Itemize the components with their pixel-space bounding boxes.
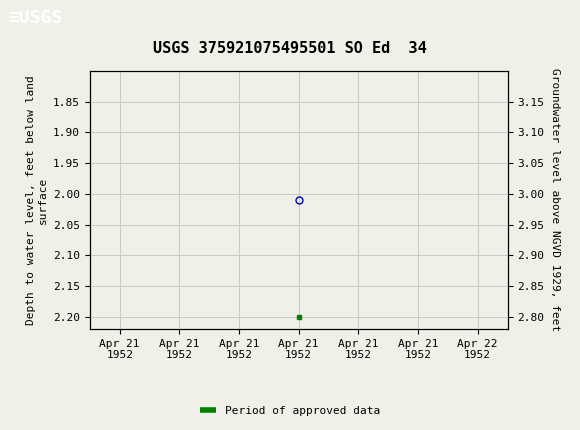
Text: USGS 375921075495501 SO Ed  34: USGS 375921075495501 SO Ed 34 xyxy=(153,41,427,56)
Legend: Period of approved data: Period of approved data xyxy=(195,401,385,420)
Y-axis label: Depth to water level, feet below land
surface: Depth to water level, feet below land su… xyxy=(26,75,48,325)
Y-axis label: Groundwater level above NGVD 1929, feet: Groundwater level above NGVD 1929, feet xyxy=(550,68,560,332)
Text: ≡USGS: ≡USGS xyxy=(9,9,63,27)
